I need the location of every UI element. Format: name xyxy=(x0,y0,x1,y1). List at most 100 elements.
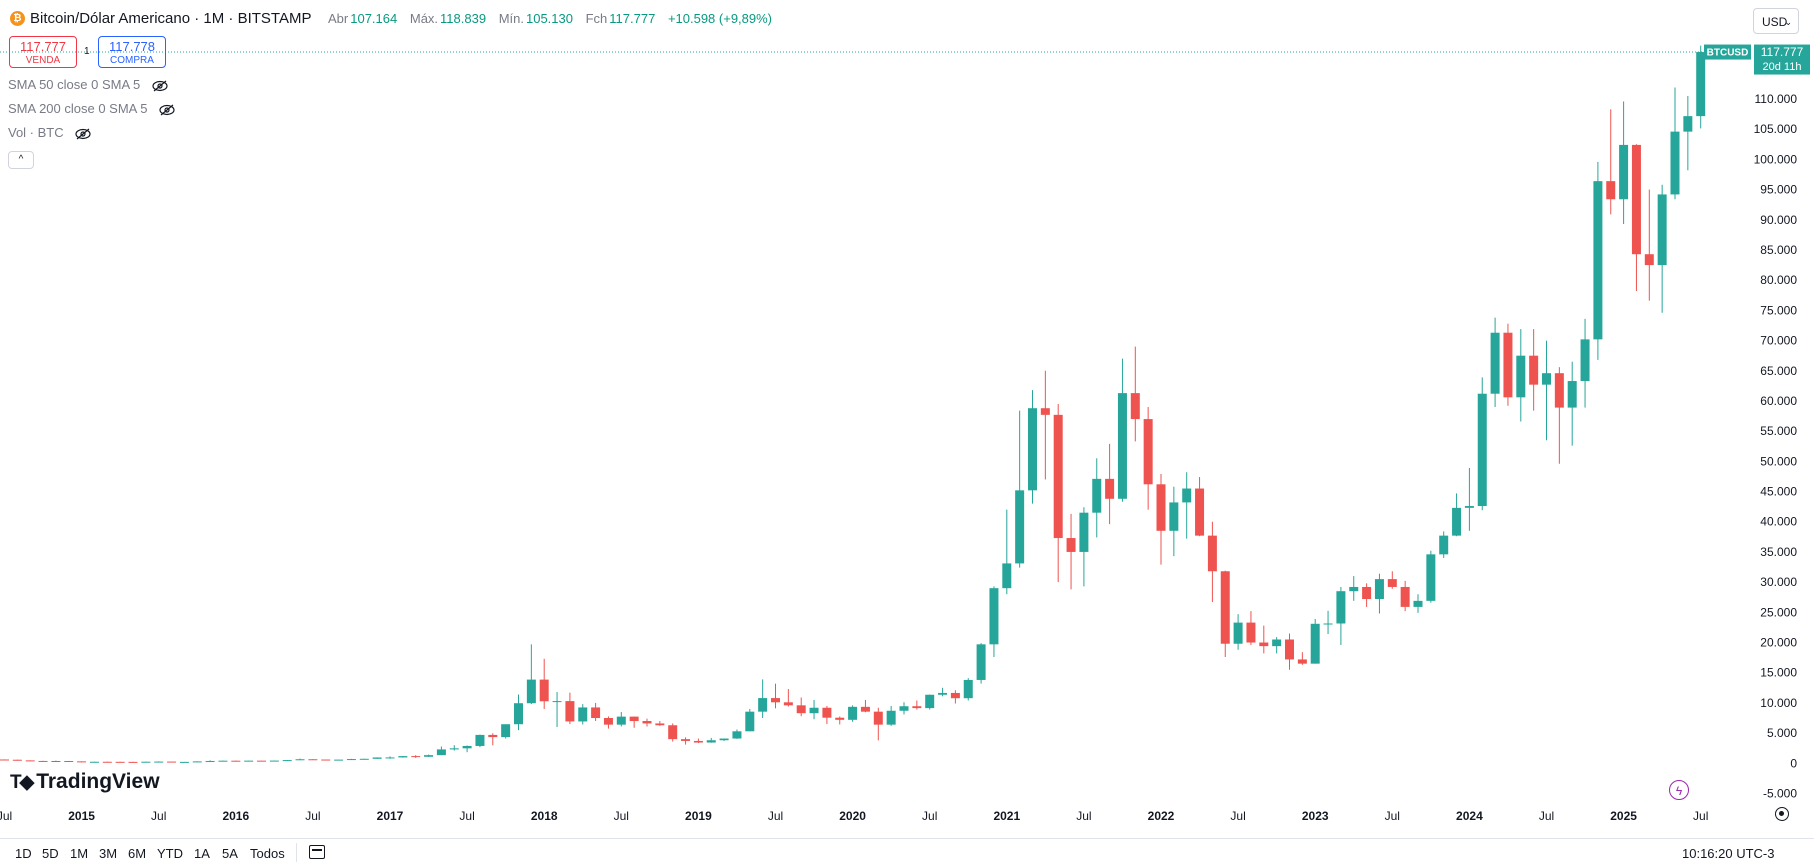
candle-body xyxy=(38,760,48,762)
candle xyxy=(115,761,125,763)
candle-body xyxy=(873,711,883,725)
candle xyxy=(488,733,498,746)
timeframe-1a[interactable]: 1A xyxy=(194,846,210,861)
candle xyxy=(1439,531,1449,558)
candle-body xyxy=(706,740,716,743)
timeframe-ytd[interactable]: YTD xyxy=(157,846,183,861)
candle xyxy=(385,756,395,759)
candle-body xyxy=(526,679,536,704)
candle xyxy=(899,702,909,715)
candle-body xyxy=(1285,639,1294,660)
candle-body xyxy=(1195,488,1205,536)
eye-hidden-icon[interactable] xyxy=(75,128,91,140)
collapse-legend-button[interactable]: ^ xyxy=(8,151,34,169)
indicator-label: Vol · BTC xyxy=(8,125,64,140)
candle-body xyxy=(1028,408,1037,491)
candle xyxy=(860,699,870,713)
candle xyxy=(141,761,151,763)
candle xyxy=(1336,586,1346,645)
indicator-volume[interactable]: Vol · BTC xyxy=(8,125,91,140)
candle xyxy=(1374,573,1384,614)
y-tick-label: 110.000 xyxy=(1755,92,1798,106)
timeframe-all[interactable]: Todos xyxy=(250,846,285,861)
y-tick-label: -5.000 xyxy=(1763,786,1797,800)
candle-body xyxy=(1631,144,1641,255)
candle-body xyxy=(950,692,960,699)
eye-hidden-icon[interactable] xyxy=(159,104,175,116)
eye-hidden-icon[interactable] xyxy=(152,80,168,92)
candle xyxy=(462,745,472,753)
toolbar-divider xyxy=(296,843,297,862)
timeframe-3m[interactable]: 3M xyxy=(99,846,118,861)
tradingview-logo[interactable]: T◆ TradingView xyxy=(10,770,160,794)
candle xyxy=(1079,507,1089,587)
candle xyxy=(1117,358,1127,502)
calendar-icon[interactable] xyxy=(309,845,325,859)
price-axis[interactable]: -5.000 0 5.000 10.000 15.000 20.000 25.000 30.0… xyxy=(1754,62,1798,801)
candle xyxy=(912,700,922,710)
candle-body xyxy=(385,757,395,759)
timeframe-6m[interactable]: 6M xyxy=(128,846,147,861)
candle xyxy=(693,738,703,744)
candle-body xyxy=(1092,478,1102,513)
time-axis[interactable]: Jul 2015 Jul 2016 Jul 2017 Jul 2018 Jul 2019 Jul 20… xyxy=(0,809,1708,823)
candle-body xyxy=(552,701,562,703)
symbol-title[interactable]: Bitcoin/Dólar Americano · 1M · BITSTAMP xyxy=(30,10,312,27)
candle xyxy=(925,694,935,710)
candle-body xyxy=(1670,131,1680,195)
buy-button[interactable]: 117.778 COMPRA xyxy=(98,36,166,68)
candle xyxy=(436,746,446,756)
candle-body xyxy=(1207,535,1217,572)
timeframe-1d[interactable]: 1D xyxy=(15,846,32,861)
timeframe-1m[interactable]: 1M xyxy=(70,846,89,861)
candle xyxy=(1542,340,1551,441)
candle xyxy=(1195,477,1205,537)
candle xyxy=(1233,614,1243,650)
candle-body xyxy=(1105,478,1115,499)
tradingview-wordmark: TradingView xyxy=(36,770,160,793)
candle xyxy=(1567,361,1577,446)
candle-body xyxy=(1362,586,1372,600)
candle xyxy=(552,692,562,728)
sell-button[interactable]: 117.777 VENDA xyxy=(9,36,77,68)
clock-utc[interactable]: 10:16:20 UTC-3 xyxy=(1682,846,1775,861)
y-tick-label: 100.000 xyxy=(1754,152,1798,166)
change-value: +10.598 (+9,89%) xyxy=(667,11,773,26)
x-tick-label: Jul xyxy=(151,809,166,823)
candle xyxy=(0,759,9,761)
lightning-icon[interactable]: ϟ xyxy=(1669,780,1689,800)
bitcoin-logo-icon: ₿ xyxy=(10,11,25,26)
candle-body xyxy=(1413,600,1423,607)
timeframe-5d[interactable]: 5D xyxy=(42,846,59,861)
candle xyxy=(642,718,652,727)
candle xyxy=(359,758,369,760)
candle xyxy=(372,757,382,759)
timeframe-5a[interactable]: 5A xyxy=(222,846,238,861)
settings-gear-icon[interactable] xyxy=(1775,807,1789,821)
candle xyxy=(1028,390,1037,504)
candle-body xyxy=(475,734,485,746)
candle-body xyxy=(346,759,356,761)
candle-body xyxy=(681,739,691,741)
candle xyxy=(745,708,755,732)
candle xyxy=(539,658,549,709)
currency-select[interactable]: USD ⌄ xyxy=(1753,8,1799,34)
candle xyxy=(244,760,254,762)
candle xyxy=(668,723,678,742)
indicator-sma200[interactable]: SMA 200 close 0 SMA 5 xyxy=(8,101,175,116)
sell-label: VENDA xyxy=(25,55,61,66)
indicator-sma50[interactable]: SMA 50 close 0 SMA 5 xyxy=(8,77,168,92)
candlestick-chart[interactable]: -5.000 0 5.000 10.000 15.000 20.000 25.000 30.0… xyxy=(0,0,1814,838)
candle xyxy=(1246,611,1256,645)
candle-body xyxy=(1400,586,1410,607)
candle xyxy=(886,705,896,726)
candle xyxy=(179,761,189,763)
candle xyxy=(1130,346,1140,442)
candle-body xyxy=(591,707,601,719)
candle-body xyxy=(860,706,870,712)
candle xyxy=(1143,406,1153,510)
x-tick-label: Jul xyxy=(1385,809,1400,823)
candle xyxy=(1220,570,1230,658)
candle-body xyxy=(1464,506,1474,508)
candle-body xyxy=(1169,502,1179,531)
